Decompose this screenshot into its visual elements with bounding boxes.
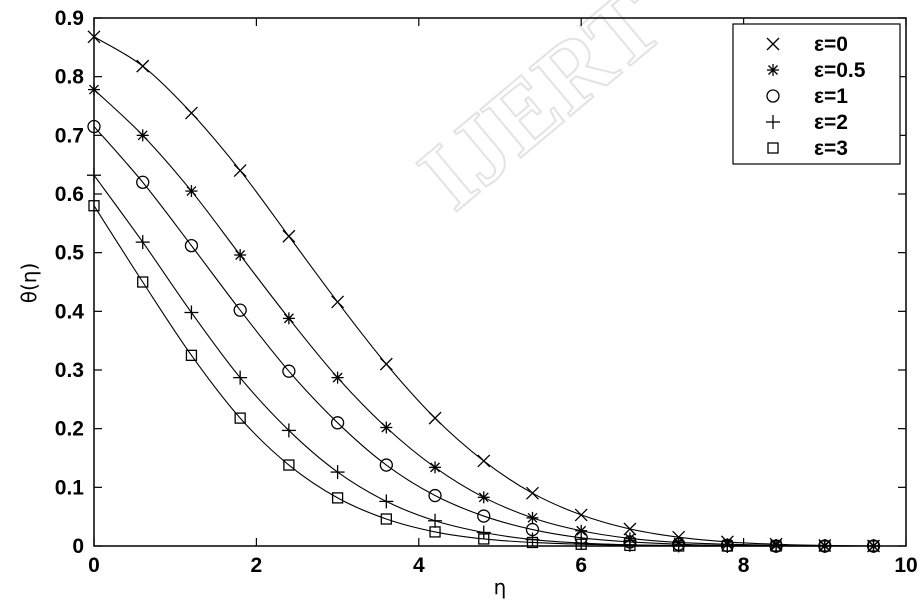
data-point-square — [283, 459, 295, 471]
data-point-x — [477, 454, 491, 468]
y-tick-label: 0.9 — [55, 7, 84, 30]
legend-items: ε=0 ε=0.5 ε=1 ε=2 ε=3 — [766, 33, 866, 160]
data-point-circle — [428, 488, 442, 503]
x-tick-label: 6 — [575, 554, 587, 577]
data-point-circle — [477, 509, 491, 523]
y-tick-label: 0 — [72, 535, 84, 558]
y-tick-label: 0.5 — [55, 242, 85, 265]
data-point-star — [380, 421, 393, 434]
data-point-plus — [330, 465, 345, 480]
y-tick-label: 0.6 — [55, 183, 84, 206]
data-point-star — [136, 129, 149, 142]
x-tick-label: 4 — [413, 554, 425, 577]
data-point-circle — [379, 458, 393, 472]
series-line — [93, 174, 874, 547]
x-tick-label: 10 — [894, 554, 917, 577]
data-point-x — [136, 59, 150, 73]
data-point-plus — [476, 525, 491, 540]
data-point-circle — [282, 364, 296, 378]
watermark-text: IJERT — [399, 0, 682, 230]
data-point-plus — [184, 305, 199, 320]
legend-marker-star — [767, 64, 779, 76]
legend-label: ε=1 — [814, 85, 848, 108]
legend-label: ε=2 — [814, 111, 848, 134]
x-tick-label: 2 — [251, 554, 263, 577]
series-line — [93, 89, 874, 547]
data-point-x — [331, 295, 345, 309]
legend-label: ε=0.5 — [814, 59, 866, 82]
data-point-square — [478, 533, 490, 545]
legend-label: ε=0 — [814, 33, 848, 56]
legend: ε=0 ε=0.5 ε=1 ε=2 ε=3 — [732, 23, 901, 165]
data-point-square — [234, 412, 246, 424]
data-point-x — [574, 508, 588, 522]
data-point-square — [137, 276, 149, 288]
legend-label: ε=3 — [814, 137, 848, 160]
data-point-circle — [233, 303, 247, 317]
data-point-plus — [233, 370, 248, 385]
legend-marker-plus — [766, 115, 780, 129]
data-point-x — [184, 106, 198, 120]
data-point-star — [185, 185, 198, 198]
y-tick-label: 0.8 — [55, 66, 85, 89]
data-point-star — [282, 312, 295, 325]
data-point-x — [282, 229, 296, 243]
y-tick-label: 0.3 — [55, 359, 84, 382]
x-tick-label: 0 — [88, 554, 100, 577]
data-point-x — [623, 522, 637, 536]
axis-tick-labels: 0 2 4 6 8 10 0 0.1 0.2 0.3 0.4 0.5 0.6 0.7 0.8 0.9 — [55, 7, 918, 577]
data-point-x — [428, 411, 442, 425]
data-point-square — [380, 513, 392, 525]
y-tick-label: 0.7 — [55, 124, 84, 147]
data-point-plus — [428, 513, 443, 528]
data-point-square — [331, 492, 344, 504]
data-point-circle — [330, 416, 345, 430]
y-tick-label: 0.4 — [55, 300, 85, 323]
y-tick-label: 0.2 — [55, 418, 84, 441]
data-point-x — [233, 164, 247, 177]
data-point-circle — [184, 238, 199, 253]
data-point-circle — [136, 175, 150, 189]
y-tick-label: 0.1 — [55, 476, 85, 499]
data-point-star — [331, 371, 344, 384]
data-point-star — [429, 461, 442, 474]
data-point-square — [429, 526, 441, 538]
x-tick-label: 8 — [738, 554, 750, 577]
data-point-square — [526, 536, 539, 549]
plot-frame — [93, 17, 907, 547]
data-point-plus — [135, 235, 150, 250]
legend-marker-circle — [766, 89, 780, 103]
data-point-star — [575, 524, 588, 537]
x-axis-label: η — [494, 575, 507, 599]
data-point-star — [477, 491, 490, 504]
legend-box — [732, 23, 901, 165]
data-point-square — [185, 349, 198, 361]
data-point-x — [379, 357, 393, 371]
data-point-star — [526, 511, 539, 524]
legend-marker-x — [766, 37, 780, 51]
data-point-star — [234, 249, 247, 262]
y-axis-label: θ(η) — [17, 263, 41, 304]
data-point-plus — [379, 494, 394, 509]
data-point-x — [526, 486, 539, 500]
legend-marker-square — [767, 142, 779, 154]
data-point-plus — [281, 423, 296, 438]
